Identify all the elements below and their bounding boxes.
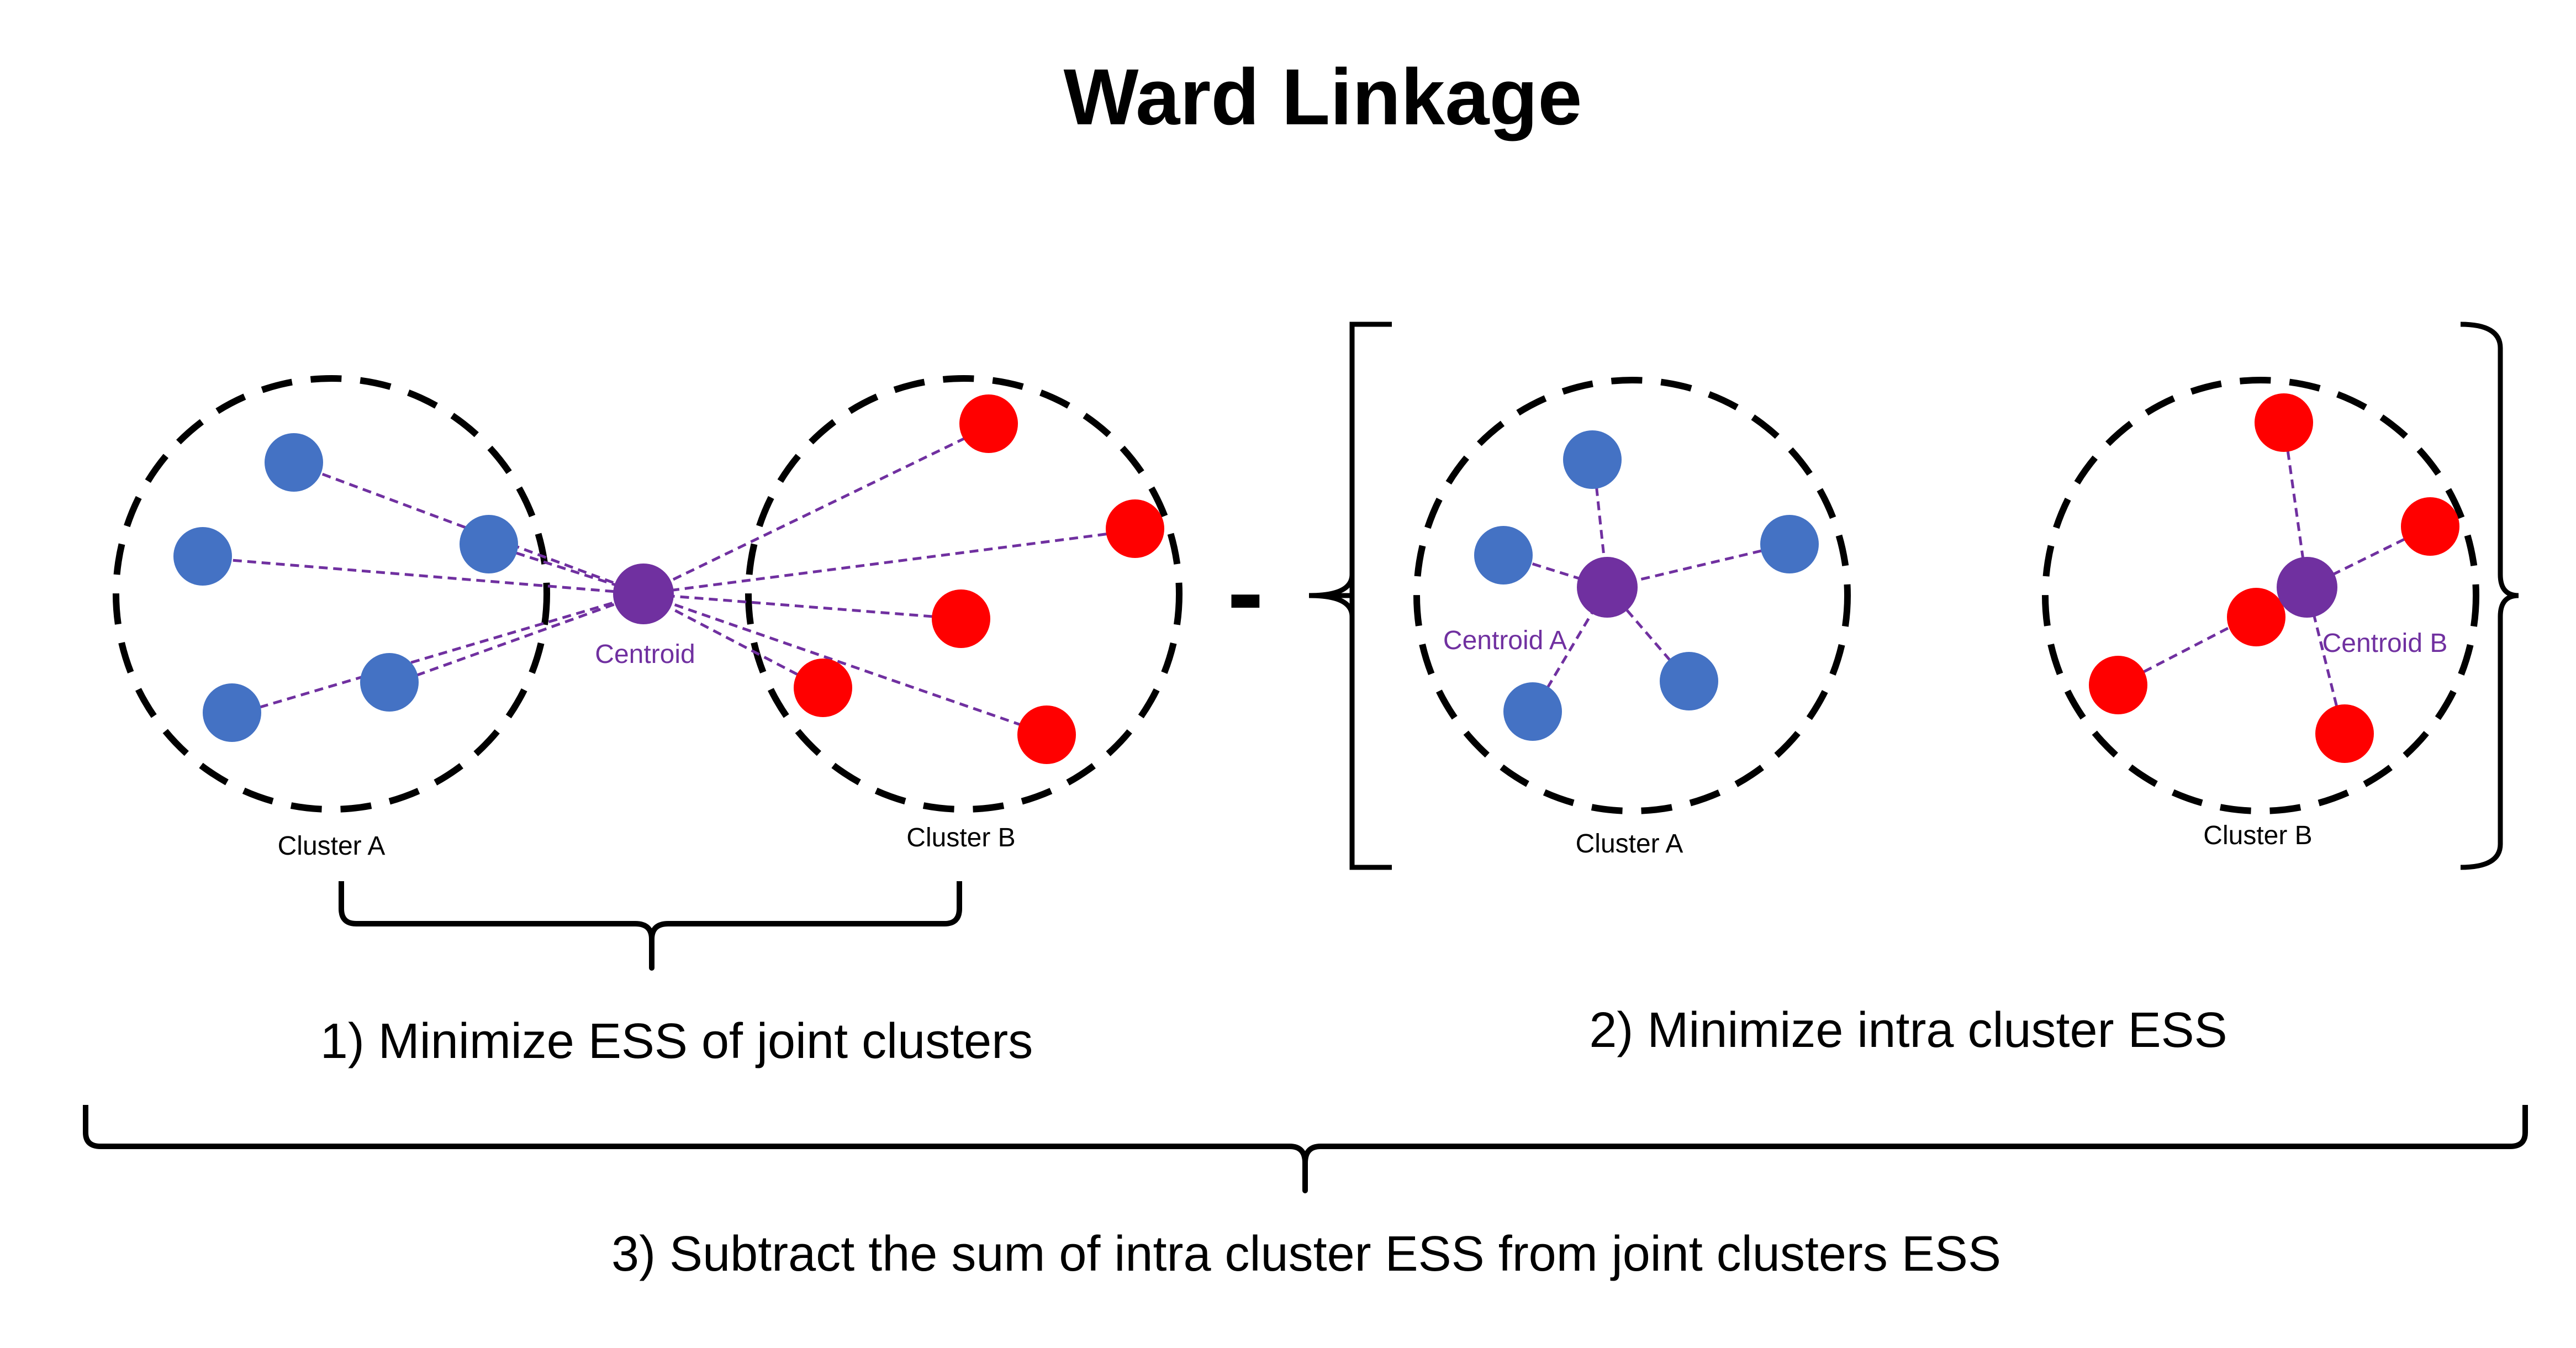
centroid-a xyxy=(1577,557,1638,618)
intra-cluster-a-boundary xyxy=(1413,377,1851,814)
cluster-a-point xyxy=(265,433,323,492)
cluster-a-points xyxy=(173,433,518,742)
cluster-b-boundary xyxy=(745,375,1183,813)
left-curly-hook xyxy=(1308,574,1355,617)
cluster-b-point xyxy=(794,659,852,717)
cluster-a-point xyxy=(203,683,261,742)
intra-b-link-lines xyxy=(2117,422,2431,734)
diagram-title: Ward Linkage xyxy=(1064,52,1582,141)
cluster-a-point xyxy=(1474,526,1533,585)
link-line xyxy=(389,592,644,687)
joint-clusters-panel: Centroid Cluster A Cluster B xyxy=(113,375,1183,861)
cluster-a-point xyxy=(360,653,419,712)
cluster-a-point xyxy=(1760,515,1819,573)
minus-operator: - xyxy=(1227,530,1264,654)
cluster-a-point xyxy=(1660,652,1718,710)
link-line xyxy=(231,592,644,717)
right-bracket xyxy=(2460,322,2519,870)
cluster-b-point xyxy=(2315,704,2374,763)
cluster-b-point xyxy=(959,394,1018,453)
step3-brace xyxy=(83,1105,2528,1193)
intra-cluster-b-label: Cluster B xyxy=(2203,821,2312,850)
cluster-b-point xyxy=(2401,497,2459,556)
left-bracket xyxy=(1349,322,1392,870)
link-line xyxy=(295,462,644,596)
cluster-b-label: Cluster B xyxy=(906,823,1015,852)
cluster-a-label: Cluster A xyxy=(278,831,386,861)
step3-label: 3) Subtract the sum of intra cluster ESS… xyxy=(611,1226,2001,1282)
joint-centroid-label: Centroid xyxy=(595,640,695,669)
intra-cluster-a-points xyxy=(1474,430,1819,741)
intra-a-link-lines xyxy=(1505,458,1790,714)
cluster-a-point xyxy=(1503,682,1562,741)
link-line xyxy=(204,556,644,596)
cluster-b-point xyxy=(2227,588,2285,646)
centroid-b xyxy=(2277,557,2337,618)
cluster-b-point xyxy=(2255,393,2313,452)
link-line xyxy=(643,592,962,620)
cluster-a-point xyxy=(173,527,232,586)
cluster-a-boundary xyxy=(113,375,550,813)
link-line xyxy=(642,424,993,596)
cluster-b-point xyxy=(1017,705,1076,764)
cluster-a-point xyxy=(460,515,518,573)
joint-link-lines xyxy=(204,424,1136,736)
step1-label: 1) Minimize ESS of joint clusters xyxy=(320,1014,1033,1069)
step1-brace xyxy=(339,881,962,971)
intra-cluster-b-points xyxy=(2089,393,2459,763)
link-line xyxy=(642,592,824,689)
cluster-a-point xyxy=(1563,430,1622,489)
cluster-b-point xyxy=(932,589,990,648)
cluster-b-points xyxy=(794,394,1164,764)
centroid-b-label: Centroid B xyxy=(2322,629,2448,658)
step2-label: 2) Minimize intra cluster ESS xyxy=(1589,1003,2227,1058)
link-line xyxy=(1607,543,1790,589)
intra-cluster-a-label: Cluster A xyxy=(1576,829,1683,859)
link-line xyxy=(643,529,1136,596)
intra-cluster-b-boundary xyxy=(2042,377,2479,814)
centroid-a-label: Centroid A xyxy=(1443,626,1567,655)
link-line xyxy=(2305,587,2345,734)
intra-clusters-panel: Centroid A Centroid B Cluster A Cluster … xyxy=(1308,322,2519,870)
cluster-b-point xyxy=(2089,656,2147,714)
joint-centroid xyxy=(613,564,674,624)
cluster-b-point xyxy=(1106,499,1164,558)
